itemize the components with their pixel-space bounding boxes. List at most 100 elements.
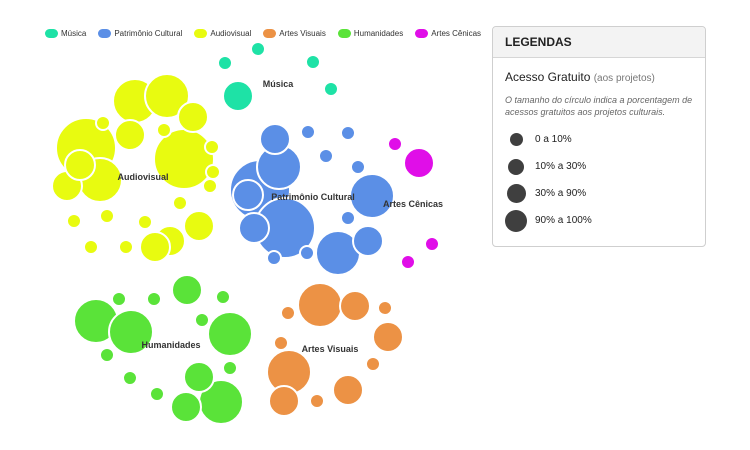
- medium-circle-icon: [508, 158, 524, 175]
- size-label: 90% a 100%: [535, 215, 592, 226]
- bubble[interactable]: [352, 225, 384, 257]
- bubble[interactable]: [204, 139, 220, 155]
- bubble[interactable]: [170, 391, 202, 423]
- bubble[interactable]: [309, 393, 325, 409]
- legend-item-artes-visuais[interactable]: Artes Visuais: [263, 29, 326, 38]
- bubble[interactable]: [177, 101, 209, 133]
- bubble[interactable]: [149, 386, 165, 402]
- legend-swatch: [98, 29, 112, 38]
- group-label: Artes Visuais: [302, 344, 359, 354]
- bubble[interactable]: [137, 214, 153, 230]
- bubble[interactable]: [207, 311, 253, 357]
- legend-swatch: [194, 29, 208, 38]
- bubble[interactable]: [339, 290, 371, 322]
- bubble[interactable]: [122, 370, 138, 386]
- bubble[interactable]: [217, 55, 233, 71]
- bubble[interactable]: [305, 54, 321, 70]
- bubble[interactable]: [350, 159, 366, 175]
- bubble[interactable]: [99, 208, 115, 224]
- bubble[interactable]: [297, 282, 343, 328]
- xlarge-circle-icon: [505, 209, 527, 232]
- legend-panel: LEGENDAS Acesso Gratuito (aos projetos) …: [492, 26, 706, 247]
- group-label: Artes Cênicas: [383, 199, 443, 209]
- legend-label: Patrimônio Cultural: [114, 29, 183, 38]
- bubble-group: [266, 282, 404, 417]
- bubble[interactable]: [268, 385, 300, 417]
- subtitle-paren: (aos projetos): [593, 73, 655, 84]
- legend-item-musica[interactable]: Música: [45, 29, 86, 38]
- size-row: 30% a 90%: [505, 180, 693, 207]
- bubble-group: [51, 73, 221, 263]
- bubble-group: [217, 41, 339, 112]
- group-label: Audiovisual: [117, 172, 168, 182]
- bubble[interactable]: [250, 41, 266, 57]
- subtitle-text: Acesso Gratuito: [505, 70, 591, 84]
- bubble[interactable]: [238, 212, 270, 244]
- bubble[interactable]: [259, 123, 291, 155]
- bubble[interactable]: [403, 147, 435, 179]
- bubble-group: [387, 136, 440, 270]
- bubble[interactable]: [139, 231, 171, 263]
- bubble[interactable]: [232, 179, 264, 211]
- bubble[interactable]: [205, 164, 221, 180]
- bubble[interactable]: [95, 115, 111, 131]
- large-circle-icon: [506, 184, 526, 203]
- bubble[interactable]: [215, 289, 231, 305]
- bubble[interactable]: [299, 245, 315, 261]
- legend-item-patrimonio-cultural[interactable]: Patrimônio Cultural: [98, 29, 182, 38]
- bubble[interactable]: [273, 335, 289, 351]
- panel-note: O tamanho do círculo indica a porcentage…: [505, 95, 693, 117]
- bubble[interactable]: [202, 178, 218, 194]
- bubble[interactable]: [183, 361, 215, 393]
- bubble[interactable]: [194, 312, 210, 328]
- bubble[interactable]: [318, 148, 334, 164]
- bubble[interactable]: [266, 250, 282, 266]
- size-label: 30% a 90%: [535, 188, 587, 199]
- bubble[interactable]: [171, 274, 203, 306]
- bubble[interactable]: [340, 210, 356, 226]
- size-row: 10% a 30%: [505, 153, 693, 180]
- size-legend: 0 a 10% 10% a 30% 30% a 90% 90% a 100%: [505, 126, 693, 234]
- bubble[interactable]: [64, 149, 96, 181]
- bubble[interactable]: [108, 309, 154, 355]
- bubble[interactable]: [280, 305, 296, 321]
- bubble[interactable]: [349, 173, 395, 219]
- bubble[interactable]: [332, 374, 364, 406]
- legend-swatch: [415, 29, 429, 38]
- small-circle-icon: [509, 133, 523, 146]
- bubble[interactable]: [144, 73, 190, 119]
- legend-item-humanidades[interactable]: Humanidades: [337, 29, 403, 38]
- bubble[interactable]: [66, 213, 82, 229]
- bubble[interactable]: [99, 347, 115, 363]
- bubble[interactable]: [172, 195, 188, 211]
- bubble[interactable]: [400, 254, 416, 270]
- bubble[interactable]: [118, 239, 134, 255]
- legend-item-artes-cenicas[interactable]: Artes Cênicas: [415, 29, 481, 38]
- bubble[interactable]: [111, 291, 127, 307]
- bubble[interactable]: [183, 210, 215, 242]
- group-label: Patrimônio Cultural: [271, 192, 355, 202]
- size-label: 10% a 30%: [535, 161, 587, 172]
- legend-swatch: [263, 29, 277, 38]
- bubble[interactable]: [300, 124, 316, 140]
- bubble[interactable]: [377, 300, 393, 316]
- bubble[interactable]: [323, 81, 339, 97]
- bubble[interactable]: [372, 321, 404, 353]
- bubble[interactable]: [222, 80, 254, 112]
- bubble[interactable]: [83, 239, 99, 255]
- bubble[interactable]: [365, 356, 381, 372]
- bubble[interactable]: [340, 125, 356, 141]
- bubble[interactable]: [387, 136, 403, 152]
- size-row: 0 a 10%: [505, 126, 693, 153]
- bubble[interactable]: [156, 122, 172, 138]
- bubble[interactable]: [114, 119, 146, 151]
- panel-title: LEGENDAS: [493, 27, 705, 58]
- size-row: 90% a 100%: [505, 207, 693, 234]
- bubble[interactable]: [222, 360, 238, 376]
- bubble[interactable]: [424, 236, 440, 252]
- legend-item-audiovisual[interactable]: Audiovisual: [194, 29, 251, 38]
- bubble[interactable]: [146, 291, 162, 307]
- bubble-chart: Música Audiovisual Patrimônio Cultural Arte…: [51, 41, 443, 425]
- group-label: Música: [263, 79, 295, 89]
- size-label: 0 a 10%: [535, 134, 572, 145]
